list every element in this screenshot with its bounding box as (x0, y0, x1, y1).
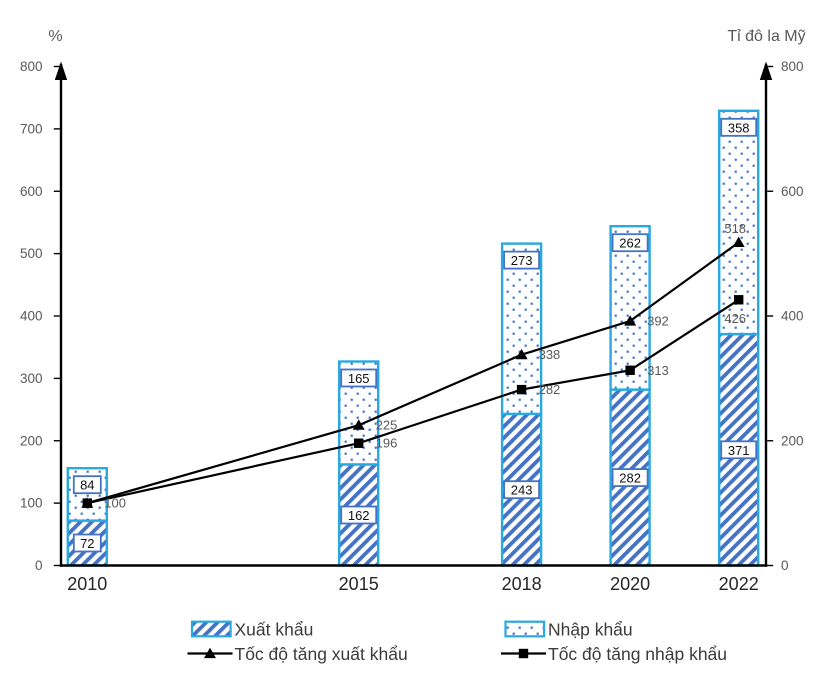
bar-label-box (503, 250, 541, 270)
right-axis-tick-label: 600 (781, 184, 804, 199)
point-label-toc-do-tang-nhap-khau-2022: 426 (724, 311, 746, 326)
bar-label-box (72, 475, 102, 495)
legend-marker-triangle (204, 647, 216, 659)
bar-label-box (611, 468, 649, 488)
point-label-toc-do-tang-xuat-khau-2022: 518 (724, 221, 746, 236)
right-axis-arrow-icon (759, 61, 773, 80)
axes-layer: 0 100 200 300 400 500 600 700 800 0 200 400 600 800 (20, 59, 804, 573)
bar-label-text: 358 (728, 120, 750, 135)
point-label-toc-do-tang-nhap-khau-2015: 196 (376, 436, 398, 451)
right-axis-tick-label: 400 (781, 309, 804, 324)
category-label-2010: 2010 (67, 574, 107, 594)
bar-label-nhap-khau-2018: 273 (503, 250, 541, 270)
legend: Xuất khẩu Nhập khẩu Tốc độ tăng xuất khẩu T… (187, 620, 727, 664)
left-axis-tick-label: 500 (20, 246, 43, 261)
bar-label-xuat-khau-2010: 72 (72, 533, 102, 553)
category-axis-labels: 2010 2015 2018 2020 2022 (67, 574, 758, 594)
left-axis-arrow-icon (54, 61, 68, 80)
marker-square-toc-do-tang-nhap-khau-2010 (82, 498, 92, 508)
left-axis-title: % (48, 28, 62, 45)
bar-label-text: 72 (80, 536, 94, 551)
bar-label-nhap-khau-2020: 262 (611, 233, 649, 253)
bar-label-xuat-khau-2020: 282 (611, 468, 649, 488)
bar-label-text: 371 (728, 443, 750, 458)
marker-triangle-toc-do-tang-xuat-khau-2020 (624, 315, 637, 326)
legend-label-toc-do-tang-xuat-khau: Tốc độ tăng xuất khẩu (235, 644, 408, 664)
marker-triangle-toc-do-tang-xuat-khau-2015 (352, 419, 365, 430)
left-axis-tick-label: 200 (20, 433, 43, 448)
bar-label-box (720, 117, 758, 137)
legend-item-nhap-khau: Nhập khẩu (504, 620, 633, 640)
left-axis-tick-label: 600 (20, 184, 43, 199)
bar-label-box (503, 480, 541, 500)
bar-label-text: 282 (619, 471, 641, 486)
point-label-toc-do-tang-nhap-khau-2020: 313 (647, 363, 669, 378)
bar-label-box (340, 368, 378, 388)
data-labels-layer: 72 84 162 165 243 273 282 262 371 358 225 338 392 518… (72, 117, 758, 553)
marker-square-toc-do-tang-nhap-khau-2015 (354, 438, 364, 448)
right-axis-title: Tỉ đô la Mỹ (727, 28, 805, 45)
category-label-2020: 2020 (610, 574, 650, 594)
bar-label-xuat-khau-2015: 162 (340, 505, 378, 525)
right-axis-tick-label: 800 (781, 59, 804, 74)
marker-triangle-toc-do-tang-xuat-khau-2022 (732, 236, 745, 247)
bar-label-nhap-khau-2022: 358 (720, 117, 758, 137)
marker-square-toc-do-tang-nhap-khau-2020 (625, 365, 635, 375)
legend-swatch-dots (504, 620, 546, 638)
marker-square-toc-do-tang-nhap-khau-2018 (516, 384, 527, 395)
legend-label-toc-do-tang-nhap-khau: Tốc độ tăng nhập khẩu (548, 644, 727, 664)
legend-swatch-hatch (190, 620, 232, 638)
bar-label-box (720, 440, 758, 460)
left-axis-tick-label: 0 (35, 558, 43, 573)
left-axis-tick-label: 700 (20, 121, 43, 136)
point-label-toc-do-tang-nhap-khau-2018: 282 (539, 382, 561, 397)
legend-item-xuat-khau: Xuất khẩu (190, 620, 314, 640)
bar-label-text: 162 (348, 508, 370, 523)
legend-item-toc-do-tang-nhap-khau: Tốc độ tăng nhập khẩu (501, 644, 727, 664)
legend-item-toc-do-tang-xuat-khau: Tốc độ tăng xuất khẩu (187, 644, 408, 664)
left-axis-tick-label: 100 (20, 496, 43, 511)
point-label-toc-do-tang-nhap-khau-2010: 100 (104, 496, 126, 511)
legend-label-xuat-khau: Xuất khẩu (235, 620, 314, 640)
right-axis-tick-label: 0 (781, 558, 789, 573)
point-label-toc-do-tang-xuat-khau-2020: 392 (647, 314, 669, 329)
marker-triangle-toc-do-tang-xuat-khau-2018 (515, 348, 528, 360)
right-axis-tick-label: 200 (781, 433, 804, 448)
bar-label-box (611, 233, 649, 253)
left-axis-tick-label: 300 (20, 371, 43, 386)
lines-layer (81, 236, 745, 508)
point-label-toc-do-tang-xuat-khau-2018: 338 (539, 347, 561, 362)
category-label-2022: 2022 (719, 574, 759, 594)
bar-label-text: 243 (511, 483, 533, 498)
bar-label-text: 165 (348, 371, 370, 386)
bar-label-nhap-khau-2015: 165 (340, 368, 378, 388)
bar-label-text: 84 (80, 478, 94, 493)
category-label-2015: 2015 (339, 574, 379, 594)
category-label-2018: 2018 (502, 574, 542, 594)
point-label-toc-do-tang-xuat-khau-2015: 225 (376, 418, 398, 433)
bar-label-box (72, 533, 102, 553)
bar-label-nhap-khau-2010: 84 (72, 475, 102, 495)
bar-label-xuat-khau-2018: 243 (503, 480, 541, 500)
bar-label-text: 273 (511, 253, 533, 268)
left-axis-tick-label: 800 (20, 59, 43, 74)
marker-square-toc-do-tang-nhap-khau-2022 (733, 295, 744, 305)
bars-layer (66, 109, 760, 567)
bar-label-text: 262 (619, 236, 641, 251)
bar-label-box (340, 505, 378, 525)
legend-label-nhap-khau: Nhập khẩu (548, 620, 633, 640)
bar-label-xuat-khau-2022: 371 (720, 440, 758, 460)
left-axis-tick-label: 400 (20, 309, 43, 324)
legend-marker-square (518, 648, 529, 659)
